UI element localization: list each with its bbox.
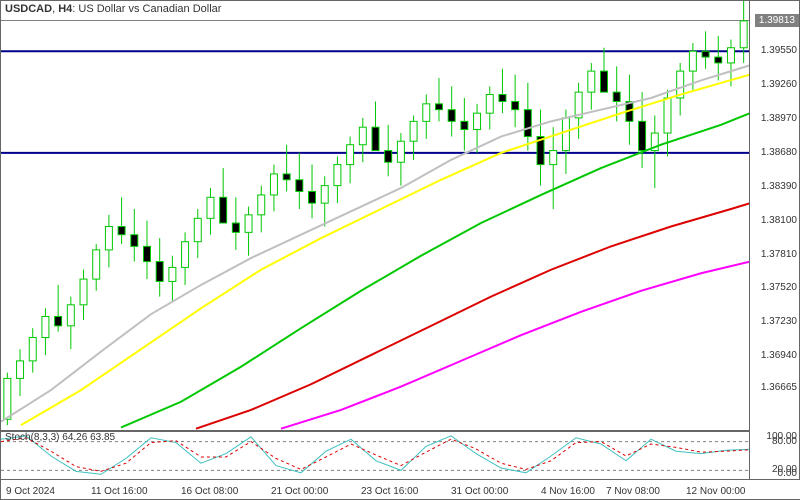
chart-symbol: USDCAD	[5, 3, 52, 15]
x-axis-label: 4 Nov 16:00	[541, 486, 595, 497]
chart-container: USDCAD, H4: US Dollar vs Canadian Dollar…	[0, 0, 800, 500]
main-price-chart[interactable]: USDCAD, H4: US Dollar vs Canadian Dollar	[1, 1, 750, 431]
x-axis-label: 16 Oct 08:00	[181, 486, 238, 497]
price-y-axis: 1.39550 1.39260 1.38970 1.38680 1.38390 1.381…	[749, 1, 799, 431]
y-axis-label: 1.38100	[761, 215, 797, 226]
chart-title: USDCAD, H4: US Dollar vs Canadian Dollar	[5, 3, 221, 15]
indicator-y-label: 0.00	[778, 468, 797, 479]
indicator-y-label: 80.00	[772, 436, 797, 447]
chart-timeframe: H4	[58, 3, 72, 15]
y-axis-label: 1.37810	[761, 249, 797, 260]
y-axis-label: 1.38390	[761, 181, 797, 192]
y-axis-label: 1.36940	[761, 350, 797, 361]
current-price-badge: 1.39813	[755, 14, 799, 27]
y-axis-label: 1.39550	[761, 45, 797, 56]
main-chart-svg	[1, 1, 750, 431]
y-axis-label: 1.39260	[761, 79, 797, 90]
y-axis-label: 1.37230	[761, 316, 797, 327]
x-axis-label: 7 Nov 08:00	[606, 486, 660, 497]
chart-description: US Dollar vs Canadian Dollar	[78, 3, 221, 15]
stochastic-panel[interactable]: Stoch(8,3,3) 64.26 63.85	[1, 431, 750, 479]
x-axis-label: 23 Oct 16:00	[361, 486, 418, 497]
x-axis-label: 31 Oct 00:00	[451, 486, 508, 497]
x-axis-label: 21 Oct 00:00	[271, 486, 328, 497]
y-axis-label: 1.36665	[761, 382, 797, 393]
x-axis-label: 9 Oct 2024	[6, 486, 55, 497]
x-axis-label: 11 Oct 16:00	[91, 486, 148, 497]
y-axis-label: 1.37520	[761, 282, 797, 293]
time-x-axis: 9 Oct 2024 11 Oct 16:00 16 Oct 08:00 21 Oct…	[1, 479, 800, 499]
y-axis-label: 1.38680	[761, 147, 797, 158]
stochastic-label: Stoch(8,3,3) 64.26 63.85	[5, 432, 115, 443]
indicator-y-axis: 100.0080.0020.000.00	[749, 431, 799, 479]
y-axis-label: 1.38970	[761, 113, 797, 124]
x-axis-label: 12 Nov 00:00	[686, 486, 746, 497]
